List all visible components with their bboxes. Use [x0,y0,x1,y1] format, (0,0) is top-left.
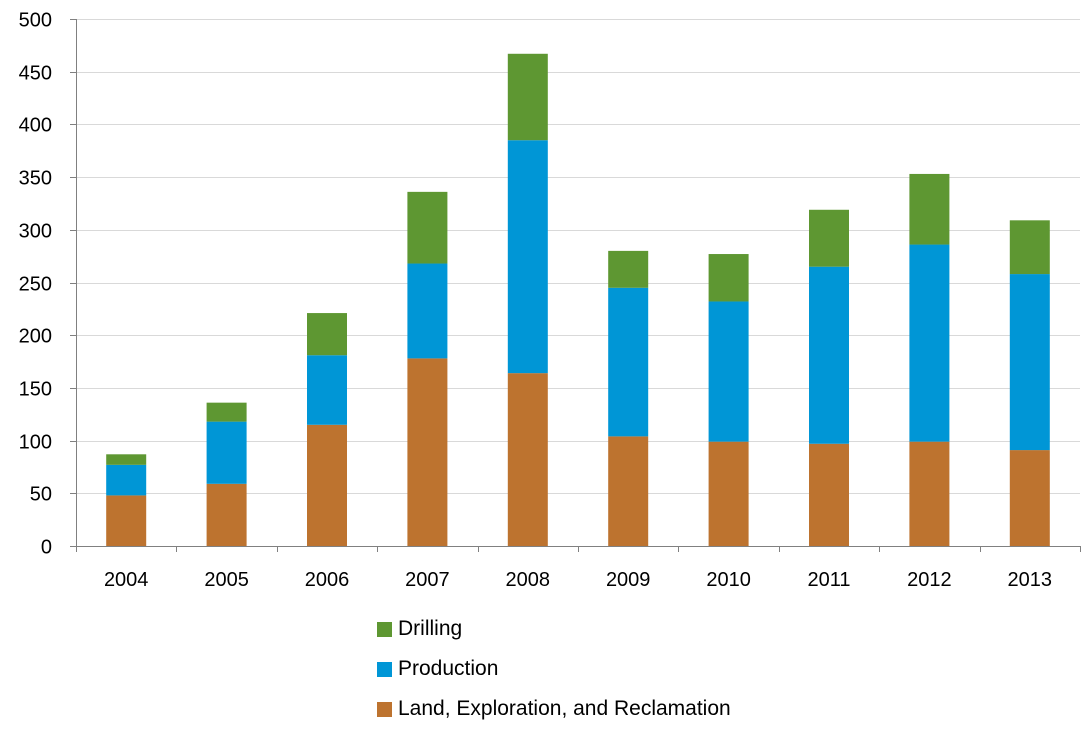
axes [70,19,1081,552]
bar-segment-drilling-2013 [1009,220,1050,275]
bar-segment-drilling-2012 [909,173,950,245]
x-tick-label: 2012 [907,569,952,591]
bar-segment-production-2011 [809,266,849,444]
bar-segment-drilling-2010 [708,254,749,302]
y-axis-tick-labels: 0 50 100 150 200 250 300 350 400 450 500 [19,10,52,559]
x-tick-label: 2006 [305,569,350,591]
y-tick-label: 250 [19,274,52,296]
y-tick-label: 50 [30,484,52,506]
bar-segment-production-2013 [1009,274,1050,451]
bar-segment-drilling-2011 [809,209,849,267]
bar-segment-land-exploration-and-reclamation-2009 [608,436,649,546]
x-tick-label: 2004 [104,569,149,591]
bar-segment-land-exploration-and-reclamation-2010 [708,441,749,546]
bar-segment-land-exploration-and-reclamation-2008 [507,373,548,546]
x-tick-label: 2009 [606,569,651,591]
bar-segment-land-exploration-and-reclamation-2011 [809,443,849,546]
x-tick-label: 2008 [506,569,551,591]
legend-label: Production [398,657,499,680]
bar-segment-production-2012 [909,244,950,442]
x-tick-label: 2010 [706,569,751,591]
legend-label: Land, Exploration, and Reclamation [398,697,731,720]
bar-segment-production-2006 [307,355,347,425]
bars [106,53,1050,546]
bar-segment-production-2005 [206,421,247,484]
bar-segment-land-exploration-and-reclamation-2013 [1009,450,1050,546]
x-tick-label: 2007 [405,569,450,591]
y-tick-label: 400 [19,115,52,137]
x-tick-label: 2005 [204,569,249,591]
legend: Drilling Production Land, Exploration, and… [377,617,731,737]
legend-swatch [377,621,392,637]
y-tick-label: 100 [19,432,52,454]
legend-item: Production [377,657,731,681]
bar-segment-production-2009 [608,287,649,437]
bar-segment-drilling-2008 [507,53,548,141]
bar-segment-land-exploration-and-reclamation-2004 [106,495,147,546]
x-axis-tick-labels: 2004 2005 2006 2007 2008 2009 2010 2011 2012 2013 [104,569,1052,591]
y-tick-label: 200 [19,326,52,348]
bar-segment-drilling-2006 [307,313,347,356]
y-tick-label: 350 [19,168,52,190]
legend-item: Land, Exploration, and Reclamation [377,697,731,721]
x-tick-label: 2013 [1008,569,1053,591]
bar-segment-land-exploration-and-reclamation-2005 [206,483,247,546]
y-tick-label: 450 [19,63,52,85]
bar-segment-drilling-2007 [407,191,448,264]
bar-segment-drilling-2004 [106,454,147,465]
y-tick-label: 0 [41,537,52,559]
bar-segment-drilling-2009 [608,250,649,288]
legend-swatch [377,701,392,717]
bar-segment-production-2008 [507,140,548,374]
legend-item: Drilling [377,617,731,641]
bar-segment-land-exploration-and-reclamation-2012 [909,441,950,546]
bar-segment-land-exploration-and-reclamation-2006 [307,424,347,546]
bar-segment-production-2010 [708,301,749,442]
bar-segment-production-2007 [407,263,448,359]
y-tick-label: 300 [19,221,52,243]
legend-swatch [377,661,392,677]
bar-segment-land-exploration-and-reclamation-2007 [407,358,448,546]
legend-label: Drilling [398,617,463,640]
bar-segment-drilling-2005 [206,402,247,422]
bar-segment-production-2004 [106,464,147,496]
y-tick-label: 500 [19,10,52,32]
y-tick-label: 150 [19,379,52,401]
x-tick-label: 2011 [807,569,850,591]
